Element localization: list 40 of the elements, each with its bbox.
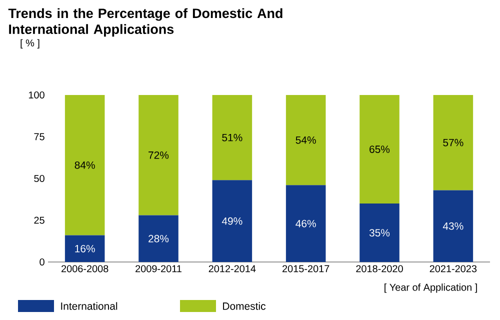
x-tick-label: 2015-2017: [282, 265, 330, 272]
y-tick-label: 75: [34, 133, 44, 140]
bar: [138, 94, 178, 216]
data-label: 46%: [296, 220, 316, 228]
x-tick-label: 2018-2020: [356, 265, 403, 272]
x-axis-title: [ Year of Application ]: [384, 284, 477, 293]
data-label: 54%: [296, 136, 316, 144]
data-label: 28%: [148, 234, 169, 242]
bar: [212, 94, 252, 180]
bar: [286, 94, 326, 186]
bar: [360, 204, 400, 262]
x-tick-label: 2009-2011: [136, 265, 182, 272]
bar: [212, 180, 252, 262]
bar: [433, 94, 474, 190]
bar: [286, 185, 326, 262]
y-tick-label: 100: [28, 91, 44, 99]
bar: [64, 235, 105, 262]
legend-label: International: [61, 302, 118, 310]
x-tick-label: 2021-2023: [430, 265, 477, 272]
x-tick-label: 2012-2014: [208, 265, 256, 272]
data-label: 72%: [148, 151, 169, 159]
data-label: 49%: [222, 217, 242, 225]
data-label: 51%: [222, 134, 242, 142]
data-label: 43%: [442, 222, 464, 230]
data-label: 84%: [74, 161, 95, 169]
bar: [360, 94, 400, 204]
data-label: 35%: [369, 229, 390, 236]
y-tick-label: 50: [34, 174, 44, 182]
x-tick-label: 2006-2008: [62, 265, 108, 272]
y-axis-title: [ % ]: [20, 39, 40, 48]
bar: [433, 190, 474, 262]
data-label: 16%: [75, 244, 95, 252]
chart-title: Trends in the Percentage of Domestic And International Applications: [8, 8, 282, 37]
y-tick-label: 0: [40, 258, 44, 266]
data-label: 57%: [443, 138, 464, 146]
data-label: 65%: [370, 146, 390, 153]
y-tick-label: 25: [34, 216, 44, 224]
legend-label: Domestic: [223, 302, 266, 310]
bar: [64, 94, 105, 236]
bar: [138, 215, 178, 262]
